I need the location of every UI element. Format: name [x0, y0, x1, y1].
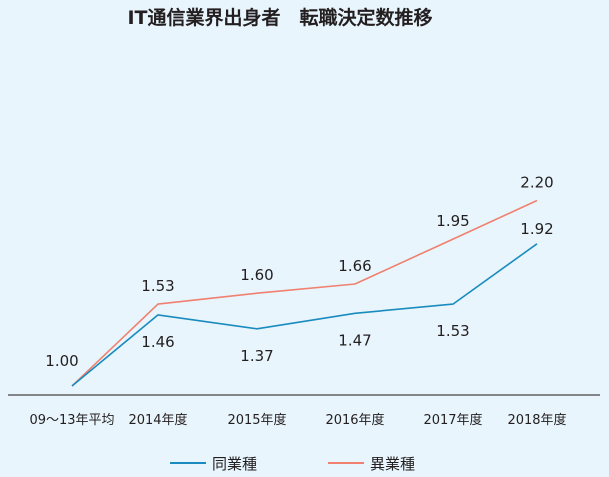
data-label: 1.95: [436, 212, 469, 230]
legend-label: 異業種: [370, 455, 415, 473]
data-label: 1.00: [45, 352, 78, 370]
data-labels: 1.46 1.37 1.47 1.53 1.92 1.00 1.53 1.60 1.66 1.95…: [45, 174, 553, 371]
data-label: 1.53: [141, 277, 174, 295]
x-tick-label: 2017年度: [423, 412, 482, 428]
data-label: 2.20: [520, 174, 553, 192]
data-label: 1.60: [240, 266, 273, 284]
x-tick-label: 2015年度: [227, 412, 286, 428]
series-lines: [71, 199, 538, 387]
data-label: 1.46: [141, 333, 174, 351]
data-label: 1.47: [338, 331, 371, 349]
x-tick-label: 2018年度: [507, 412, 566, 428]
legend-label: 同業種: [212, 455, 257, 473]
legend: 同業種 異業種: [170, 455, 415, 473]
series-line-same-industry: [71, 243, 538, 387]
x-tick-label: 09～13年平均: [29, 413, 114, 428]
data-label: 1.53: [436, 322, 469, 340]
x-tick-label: 2014年度: [128, 412, 187, 428]
data-label: 1.37: [240, 347, 273, 365]
x-tick-label: 2016年度: [325, 412, 384, 428]
series-line-other-industry: [71, 199, 538, 387]
x-tick-labels: 09～13年平均 2014年度 2015年度 2016年度 2017年度 2018年度: [29, 412, 566, 428]
chart-title: IT通信業界出身者 転職決定数推移: [127, 6, 432, 29]
data-label: 1.66: [338, 257, 371, 275]
data-label: 1.92: [520, 220, 553, 238]
